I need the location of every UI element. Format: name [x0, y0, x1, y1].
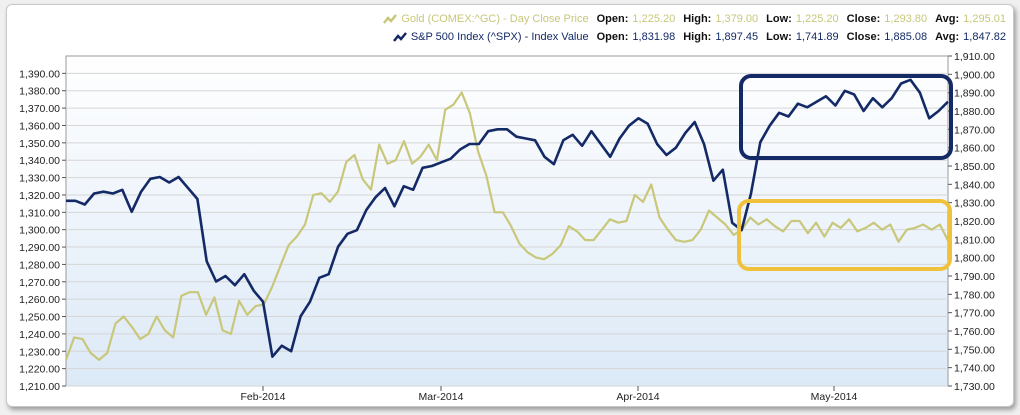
right-tick-label: 1,810.00 [954, 234, 995, 246]
left-tick-label: 1,300.00 [19, 225, 60, 237]
x-tick-label: Apr-2014 [616, 391, 659, 403]
legend-gold-avg: 1,295.01 [963, 13, 1006, 25]
legend-gold-high-label: High: [683, 13, 712, 25]
left-tick-label: 1,390.00 [19, 68, 60, 80]
gold-swatch-icon [383, 13, 398, 25]
legend-gold-open-label: Open: [596, 13, 629, 25]
left-tick-label: 1,260.00 [19, 294, 60, 306]
right-tick-label: 1,890.00 [954, 88, 995, 100]
right-tick-label: 1,880.00 [954, 106, 995, 118]
legend-spx-close-label: Close: [846, 31, 881, 43]
left-tick-label: 1,310.00 [19, 207, 60, 219]
legend-spx: S&P 500 Index (^SPX) - Index Value Open:… [392, 31, 1006, 43]
legend-spx-open: 1,831.98 [632, 31, 676, 43]
legend-spx-low-label: Low: [766, 31, 792, 43]
right-tick-label: 1,860.00 [954, 143, 995, 155]
x-tick-label: Feb-2014 [241, 391, 286, 403]
right-tick-label: 1,850.00 [954, 161, 995, 173]
legend-spx-high-label: High: [683, 31, 712, 43]
legend-spx-close: 1,885.08 [884, 31, 928, 43]
legend-gold-close-label: Close: [846, 13, 881, 25]
left-tick-label: 1,350.00 [19, 138, 60, 150]
right-tick-label: 1,740.00 [954, 363, 995, 375]
legend-gold-open: 1,225.20 [632, 13, 676, 25]
legend-spx-name: S&P 500 Index (^SPX) - Index Value [410, 31, 589, 43]
legend-gold: Gold (COMEX:^GC) - Day Close Price Open:… [383, 13, 1006, 25]
left-tick-label: 1,360.00 [19, 120, 60, 132]
legend-gold-name: Gold (COMEX:^GC) - Day Close Price [401, 13, 589, 25]
left-tick-label: 1,340.00 [19, 155, 60, 167]
right-tick-label: 1,750.00 [954, 344, 995, 356]
spx-highlight-box [739, 74, 953, 160]
right-tick-label: 1,730.00 [954, 381, 995, 393]
legend-spx-low: 1,741.89 [795, 31, 839, 43]
grid [66, 72, 948, 387]
right-tick-label: 1,790.00 [954, 271, 995, 283]
left-tick-label: 1,330.00 [19, 173, 60, 185]
series-group [64, 78, 949, 361]
left-tick-label: 1,380.00 [19, 86, 60, 98]
left-tick-label: 1,240.00 [19, 329, 60, 341]
left-axis: 1,210.00 1,220.00 1,230.00 1,240.00 1,250.00… [19, 68, 66, 393]
spx-series-line [66, 78, 949, 358]
left-tick-label: 1,210.00 [19, 381, 60, 393]
right-tick-label: 1,820.00 [954, 216, 995, 228]
highlight-boxes [737, 74, 953, 271]
right-tick-label: 1,800.00 [954, 253, 995, 265]
x-axis: Feb-2014 Mar-2014 Apr-2014 May-2014 [241, 386, 858, 403]
right-tick-label: 1,830.00 [954, 198, 995, 210]
legend-gold-high: 1,379.00 [715, 13, 759, 25]
legend-spx-avg-label: Avg: [935, 31, 960, 43]
left-tick-label: 1,290.00 [19, 242, 60, 254]
left-tick-label: 1,250.00 [19, 312, 60, 324]
right-tick-label: 1,910.00 [954, 51, 995, 63]
left-tick-label: 1,270.00 [19, 277, 60, 289]
legend-gold-low-label: Low: [766, 13, 792, 25]
right-tick-label: 1,770.00 [954, 308, 995, 320]
left-tick-label: 1,370.00 [19, 103, 60, 115]
x-tick-label: Mar-2014 [419, 391, 464, 403]
left-tick-label: 1,320.00 [19, 190, 60, 202]
legend-spx-open-label: Open: [596, 31, 629, 43]
legend-gold-low: 1,225.20 [795, 13, 839, 25]
spx-swatch-icon [392, 31, 407, 43]
left-tick-label: 1,220.00 [19, 364, 60, 376]
right-axis: 1,730.00 1,740.00 1,750.00 1,760.00 1,770.00… [948, 51, 995, 393]
right-tick-label: 1,780.00 [954, 289, 995, 301]
right-tick-label: 1,760.00 [954, 326, 995, 338]
legend-spx-high: 1,897.45 [715, 31, 759, 43]
left-tick-label: 1,230.00 [19, 346, 60, 358]
left-tick-label: 1,280.00 [19, 259, 60, 271]
gold-highlight-box [737, 199, 952, 271]
x-tick-label: May-2014 [811, 391, 858, 403]
right-tick-label: 1,900.00 [954, 69, 995, 81]
gold-series-line [64, 91, 949, 361]
right-tick-label: 1,840.00 [954, 179, 995, 191]
legend-gold-close: 1,293.80 [884, 13, 928, 25]
right-tick-label: 1,870.00 [954, 124, 995, 136]
legend-gold-avg-label: Avg: [935, 13, 960, 25]
legend-spx-avg: 1,847.82 [963, 31, 1006, 43]
